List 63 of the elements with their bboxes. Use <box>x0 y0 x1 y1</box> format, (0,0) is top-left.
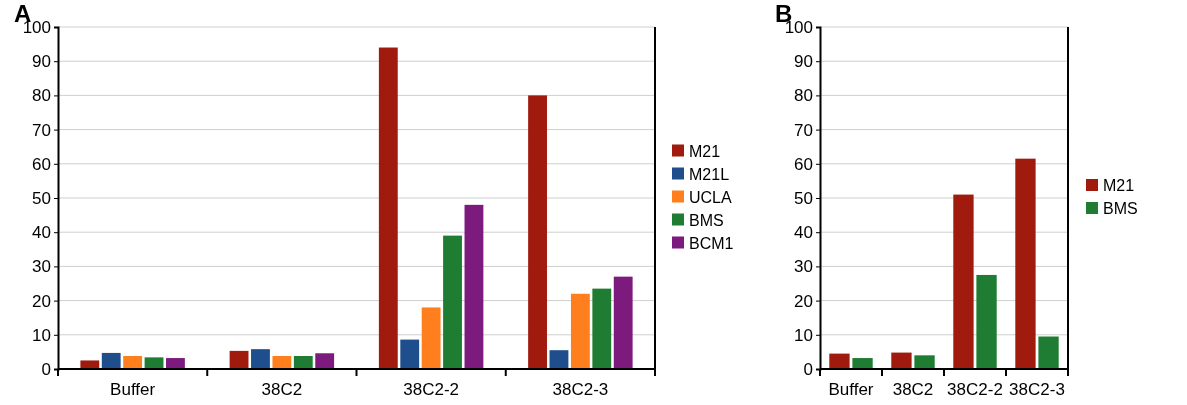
bar <box>315 353 335 369</box>
bar <box>914 355 935 369</box>
x-tick-label: 38C2-2 <box>403 380 460 399</box>
y-tick-label: 10 <box>794 325 813 345</box>
bar <box>570 293 590 369</box>
legend-label: M21 <box>689 142 721 160</box>
y-tick-label: 40 <box>794 223 813 243</box>
legend-label: BCM1 <box>689 234 734 252</box>
bar <box>976 274 997 369</box>
bar <box>101 352 121 369</box>
y-tick-label: 0 <box>803 359 813 379</box>
bar <box>592 288 612 369</box>
x-tick-label: 38C2 <box>892 380 934 399</box>
y-tick-label: 60 <box>794 154 813 174</box>
bar <box>852 358 873 369</box>
bar <box>1015 158 1036 369</box>
y-tick-label: 40 <box>32 223 51 243</box>
bar <box>953 194 974 369</box>
bar <box>400 339 420 369</box>
bar <box>613 276 633 369</box>
bar <box>891 352 912 369</box>
bar <box>144 357 164 369</box>
y-tick-label: 30 <box>32 257 51 277</box>
y-tick-label: 90 <box>32 52 51 72</box>
y-tick-label: 30 <box>794 257 813 277</box>
y-tick-label: 70 <box>794 120 813 140</box>
y-tick-label: 70 <box>32 120 51 140</box>
bar <box>251 349 270 369</box>
x-tick-label: Buffer <box>828 380 874 399</box>
legend-label: M21 <box>1103 177 1135 194</box>
y-tick-label: 60 <box>32 154 51 174</box>
y-tick-label: 90 <box>794 52 813 72</box>
bar <box>229 350 249 369</box>
y-tick-label: 20 <box>794 291 813 311</box>
x-tick-label: 38C2 <box>261 380 303 399</box>
bar <box>293 356 313 369</box>
x-tick-label: 38C2-2 <box>947 380 1003 399</box>
x-tick-label: Buffer <box>110 380 156 399</box>
legend-label: BMS <box>1103 200 1138 217</box>
y-tick-label: 50 <box>794 188 813 208</box>
bar <box>528 95 547 369</box>
bar <box>421 307 441 369</box>
bar <box>272 356 292 369</box>
y-tick-label: 80 <box>794 86 813 106</box>
bar <box>829 353 850 369</box>
bar <box>378 47 398 369</box>
y-tick-label: 10 <box>32 325 51 345</box>
bar <box>166 358 185 369</box>
x-tick-label: 38C2-3 <box>552 380 609 399</box>
bar <box>1038 336 1059 369</box>
y-tick-label: 50 <box>32 188 51 208</box>
legend-label: BMS <box>689 211 724 229</box>
bar <box>123 356 143 369</box>
legend-label: UCLA <box>689 188 733 206</box>
bar <box>443 235 462 369</box>
y-tick-label: 80 <box>32 86 51 106</box>
y-tick-label: 20 <box>32 291 51 311</box>
bar <box>549 350 569 369</box>
bar <box>464 204 484 369</box>
x-tick-label: 38C2-3 <box>1009 380 1065 399</box>
legend-label: M21L <box>689 165 730 183</box>
y-tick-label: 0 <box>41 359 51 379</box>
bar <box>80 360 100 369</box>
